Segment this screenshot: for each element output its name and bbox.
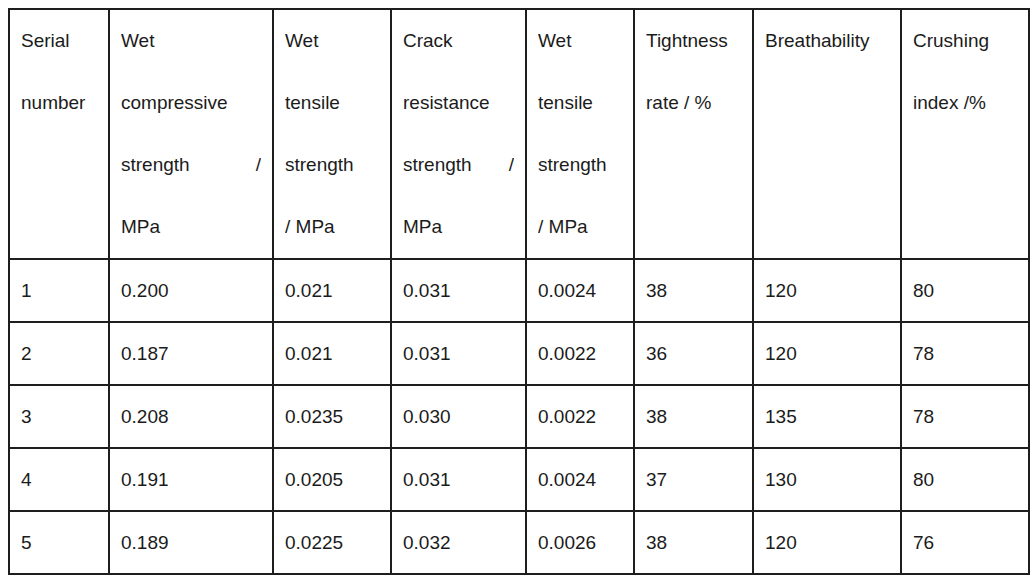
cell-r4-c7: 80 [901, 448, 1029, 511]
cell-r4-c0: 4 [9, 448, 109, 511]
header-cell-0: Serialnumber [9, 9, 109, 259]
header-line: tensile [285, 72, 379, 134]
cell-r3-c1: 0.208 [109, 385, 273, 448]
header-cell-1: Wetcompressivestrength /MPa [109, 9, 273, 259]
cell-r2-c3: 0.031 [391, 322, 526, 385]
cell-r4-c3: 0.031 [391, 448, 526, 511]
cell-r1-c1: 0.200 [109, 259, 273, 322]
header-line: Serial [21, 10, 97, 72]
cell-r4-c6: 130 [753, 448, 901, 511]
header-line: compressive [121, 72, 261, 134]
cell-r1-c4: 0.0024 [526, 259, 634, 322]
header-line: Tightness [646, 10, 741, 72]
header-line: Wet [285, 10, 379, 72]
cell-r4-c5: 37 [634, 448, 753, 511]
header-line: number [21, 72, 97, 134]
header-line: resistance [403, 72, 514, 134]
header-line: Crack [403, 10, 514, 72]
header-line: strength [538, 134, 622, 196]
cell-r3-c4: 0.0022 [526, 385, 634, 448]
cell-r4-c1: 0.191 [109, 448, 273, 511]
header-cell-2: Wettensilestrength/ MPa [273, 9, 391, 259]
document-page: SerialnumberWetcompressivestrength /MPaW… [0, 0, 1033, 575]
cell-r4-c2: 0.0205 [273, 448, 391, 511]
table-row-4: 40.1910.02050.0310.00243713080 [9, 448, 1029, 511]
table-row-1: 10.2000.0210.0310.00243812080 [9, 259, 1029, 322]
header-cell-4: Wettensilestrength/ MPa [526, 9, 634, 259]
header-line: MPa [403, 196, 514, 258]
header-line: Breathability [765, 10, 889, 72]
cell-r4-c4: 0.0024 [526, 448, 634, 511]
cell-r1-c7: 80 [901, 259, 1029, 322]
header-line: Wet [121, 10, 261, 72]
cell-r3-c0: 3 [9, 385, 109, 448]
header-line: / MPa [538, 196, 622, 258]
cell-r5-c6: 120 [753, 511, 901, 574]
cell-r2-c7: 78 [901, 322, 1029, 385]
cell-r5-c7: 76 [901, 511, 1029, 574]
cell-r2-c4: 0.0022 [526, 322, 634, 385]
table-body: 10.2000.0210.0310.0024381208020.1870.021… [9, 259, 1029, 574]
cell-r3-c5: 38 [634, 385, 753, 448]
cell-r5-c2: 0.0225 [273, 511, 391, 574]
results-table: SerialnumberWetcompressivestrength /MPaW… [8, 8, 1030, 575]
cell-r1-c2: 0.021 [273, 259, 391, 322]
table-row-5: 50.1890.02250.0320.00263812076 [9, 511, 1029, 574]
cell-r1-c6: 120 [753, 259, 901, 322]
cell-r5-c3: 0.032 [391, 511, 526, 574]
cell-r5-c0: 5 [9, 511, 109, 574]
cell-r3-c2: 0.0235 [273, 385, 391, 448]
cell-r3-c6: 135 [753, 385, 901, 448]
header-line: strength / [121, 134, 261, 196]
table-row-2: 20.1870.0210.0310.00223612078 [9, 322, 1029, 385]
header-line: index /% [913, 72, 1017, 134]
header-line: tensile [538, 72, 622, 134]
cell-r2-c2: 0.021 [273, 322, 391, 385]
cell-r2-c0: 2 [9, 322, 109, 385]
header-line: rate / % [646, 72, 741, 134]
header-line: Crushing [913, 10, 1017, 72]
cell-r1-c3: 0.031 [391, 259, 526, 322]
header-line: / MPa [285, 196, 379, 258]
table-header-row: SerialnumberWetcompressivestrength /MPaW… [9, 9, 1029, 259]
cell-r1-c0: 1 [9, 259, 109, 322]
cell-r3-c7: 78 [901, 385, 1029, 448]
header-line: MPa [121, 196, 261, 258]
cell-r2-c5: 36 [634, 322, 753, 385]
header-line: Wet [538, 10, 622, 72]
header-cell-7: Crushingindex /% [901, 9, 1029, 259]
header-cell-6: Breathability [753, 9, 901, 259]
header-line: strength [285, 134, 379, 196]
cell-r3-c3: 0.030 [391, 385, 526, 448]
cell-r5-c5: 38 [634, 511, 753, 574]
cell-r2-c1: 0.187 [109, 322, 273, 385]
header-cell-3: Crackresistancestrength /MPa [391, 9, 526, 259]
header-line: strength / [403, 134, 514, 196]
cell-r2-c6: 120 [753, 322, 901, 385]
header-cell-5: Tightnessrate / % [634, 9, 753, 259]
table-row-3: 30.2080.02350.0300.00223813578 [9, 385, 1029, 448]
cell-r5-c4: 0.0026 [526, 511, 634, 574]
cell-r5-c1: 0.189 [109, 511, 273, 574]
cell-r1-c5: 38 [634, 259, 753, 322]
